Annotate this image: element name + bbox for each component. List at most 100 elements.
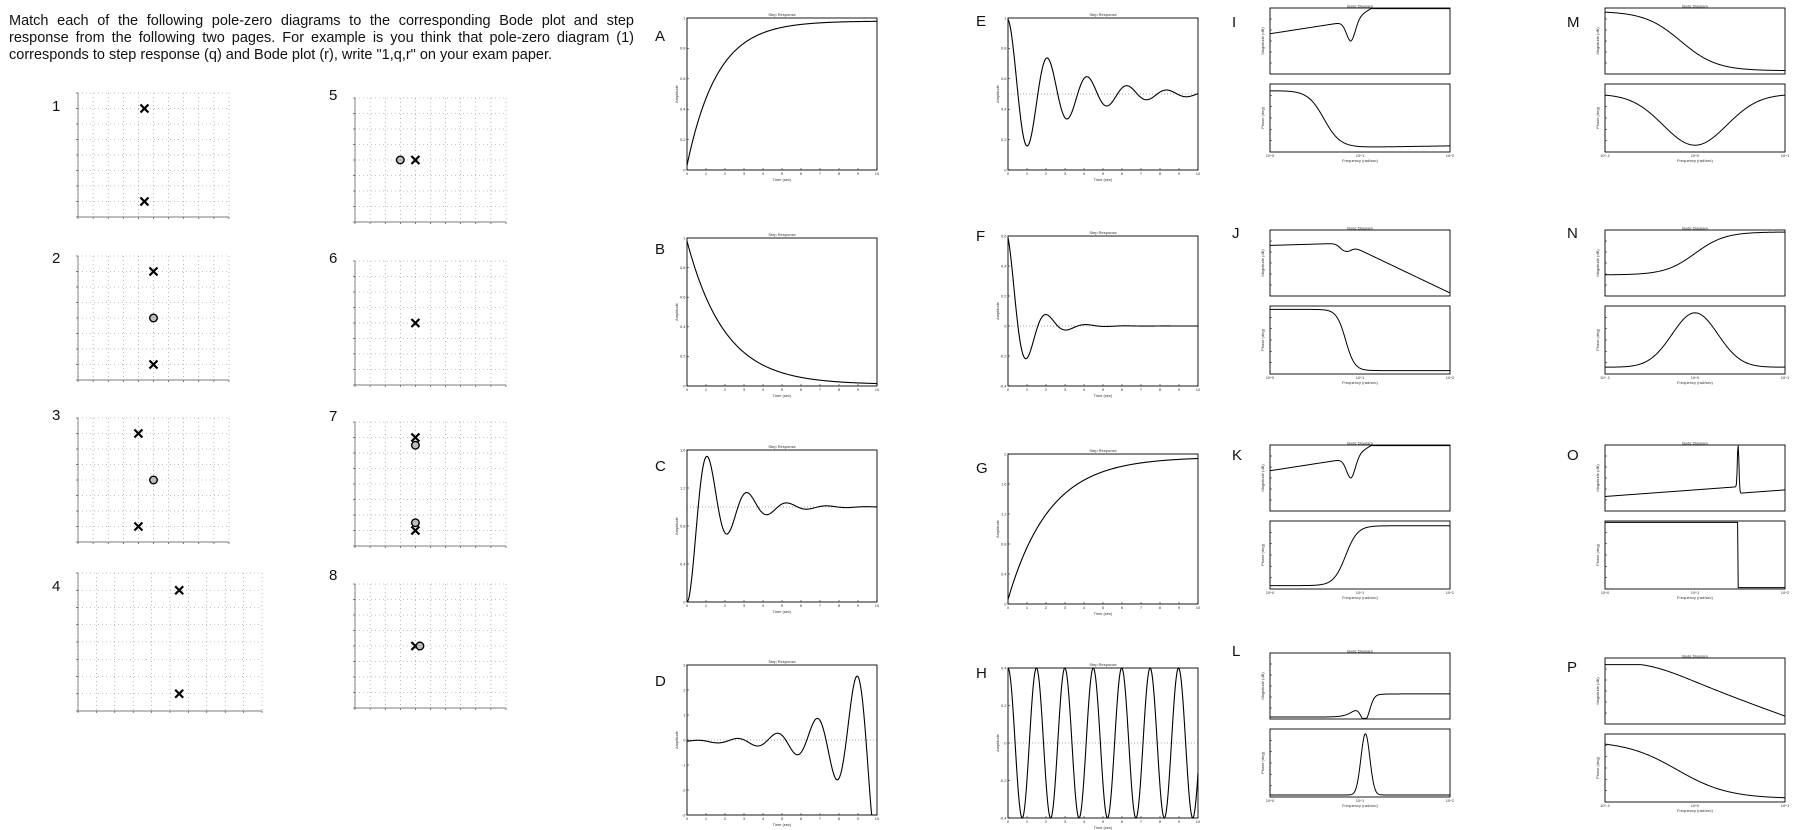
- y-tick-label: 0.2: [1001, 703, 1007, 708]
- magnitude-curve: [1605, 231, 1785, 276]
- x-tick-label: 6: [1121, 387, 1124, 392]
- pole-zero-plot-3: [76, 416, 231, 546]
- step-response-curve: [1007, 19, 1199, 147]
- pole-zero-plot-7: [353, 420, 508, 550]
- x-tick-label: 3: [1064, 605, 1067, 610]
- magnitude-frame: [1604, 444, 1786, 512]
- pole-zero-plot-2: [76, 254, 231, 384]
- x-tick-label: 5: [1102, 171, 1105, 176]
- frequency-tick-label: 10^0: [1691, 803, 1700, 808]
- zero-marker: [148, 313, 158, 323]
- x-axis-label: Time (sec): [773, 609, 792, 614]
- phase-axis-label: Phase (deg): [1595, 543, 1600, 565]
- zero-marker: [410, 518, 420, 528]
- x-axis-label: Time (sec): [1094, 611, 1113, 616]
- pole-zero-plot-8: [353, 582, 508, 712]
- x-tick-label: 5: [781, 387, 784, 392]
- frequency-tick-label: 10^0: [1691, 153, 1700, 158]
- magnitude-axis-label: Magnitude (dB): [1260, 27, 1265, 55]
- y-axis-label: Amplitude: [674, 302, 679, 321]
- x-tick-label: 3: [1064, 171, 1067, 176]
- magnitude-frame: [1604, 657, 1786, 725]
- y-tick-label: 0: [683, 599, 686, 604]
- bode-plot-N: Bode Diagram Magnitude (dB) Phase (deg) Fre…: [1591, 226, 1790, 386]
- y-tick-label: 0.6: [1001, 76, 1007, 81]
- y-tick-label: 0.4: [680, 561, 686, 566]
- x-tick-label: 6: [800, 816, 803, 821]
- phase-curve: [1270, 525, 1450, 587]
- frequency-tick-label: 10^0: [1266, 375, 1275, 380]
- bode-plot-M: Bode Diagram Magnitude (dB) Phase (deg) Fre…: [1591, 4, 1790, 164]
- instructions-text: Match each of the following pole-zero di…: [9, 13, 634, 63]
- magnitude-axis-label: Magnitude (dB): [1595, 677, 1600, 705]
- phase-axis-label: Phase (deg): [1260, 543, 1265, 565]
- phase-curve: [1604, 743, 1786, 799]
- y-tick-label: 2: [1004, 451, 1007, 456]
- step-response-curve: [686, 20, 877, 166]
- x-tick-label: 1: [1026, 819, 1029, 824]
- frequency-tick-label: 10^1: [1781, 803, 1790, 808]
- y-tick-label: 0: [1004, 740, 1007, 745]
- bode-title: Bode Diagram: [1347, 226, 1373, 231]
- plot-title: Step Response: [768, 232, 796, 237]
- frequency-axis-label: Frequency (rad/sec): [1342, 803, 1378, 808]
- pole-marker: [133, 428, 144, 439]
- pole-marker: [410, 525, 421, 536]
- x-tick-label: 5: [1102, 819, 1105, 824]
- plot-frame: [686, 17, 878, 171]
- phase-curve: [1604, 94, 1786, 146]
- plot-title: Step Response: [768, 444, 796, 449]
- x-tick-label: 2: [724, 387, 727, 392]
- y-axis-label: Amplitude: [674, 730, 679, 749]
- bode-title: Bode Diagram: [1347, 649, 1373, 654]
- plot-title: Step Response: [768, 12, 796, 17]
- x-tick-label: 0: [686, 171, 689, 176]
- x-tick-label: 5: [781, 603, 784, 608]
- y-tick-label: 3: [683, 662, 686, 667]
- bode-title: Bode Diagram: [1347, 441, 1373, 446]
- x-tick-label: 1: [1026, 387, 1029, 392]
- bode-plot-J: Bode Diagram Magnitude (dB) Phase (deg) Fre…: [1256, 226, 1455, 386]
- frequency-axis-label: Frequency (rad/sec): [1677, 380, 1713, 385]
- y-tick-label: 0.2: [1001, 293, 1007, 298]
- phase-frame: [1269, 305, 1451, 375]
- bode-title: Bode Diagram: [1682, 4, 1708, 9]
- phase-curve: [1270, 308, 1450, 372]
- x-tick-label: 1: [705, 171, 708, 176]
- x-tick-label: 7: [819, 387, 822, 392]
- x-tick-label: 7: [819, 816, 822, 821]
- pz-label-3: 3: [52, 407, 61, 424]
- pole-marker: [174, 585, 184, 596]
- magnitude-frame: [1269, 229, 1451, 297]
- frequency-tick-label: 10^2: [1446, 375, 1455, 380]
- y-tick-label: 2: [683, 687, 686, 692]
- x-tick-label: 2: [1045, 605, 1048, 610]
- step-response-curve: [1007, 667, 1199, 819]
- x-tick-label: 7: [1140, 171, 1143, 176]
- zero-marker: [410, 440, 420, 450]
- x-tick-label: 8: [838, 603, 841, 608]
- x-tick-label: 0: [1007, 387, 1010, 392]
- x-tick-label: 1: [1026, 605, 1029, 610]
- pz-label-4: 4: [52, 578, 61, 595]
- pole-marker: [410, 318, 421, 328]
- frequency-axis-label: Frequency (rad/sec): [1342, 380, 1378, 385]
- magnitude-axis-label: Magnitude (dB): [1260, 464, 1265, 492]
- y-tick-label: 0.8: [680, 46, 686, 51]
- phase-frame: [1604, 733, 1786, 803]
- bode-label-O: O: [1567, 447, 1579, 464]
- y-tick-label: -0.2: [1000, 353, 1008, 358]
- pz-label-1: 1: [52, 98, 61, 115]
- y-axis-label: Amplitude: [995, 301, 1000, 320]
- step-label-F: F: [976, 228, 986, 245]
- phase-frame: [1269, 83, 1451, 153]
- step-label-C: C: [655, 458, 666, 475]
- frequency-axis-label: Frequency (rad/sec): [1342, 158, 1378, 163]
- x-tick-label: 4: [762, 816, 765, 821]
- y-tick-label: 0: [1004, 601, 1007, 606]
- x-tick-label: 6: [800, 603, 803, 608]
- phase-axis-label: Phase (deg): [1260, 328, 1265, 350]
- phase-axis-label: Phase (deg): [1595, 328, 1600, 350]
- x-tick-label: 7: [819, 171, 822, 176]
- bode-title: Bode Diagram: [1347, 4, 1373, 9]
